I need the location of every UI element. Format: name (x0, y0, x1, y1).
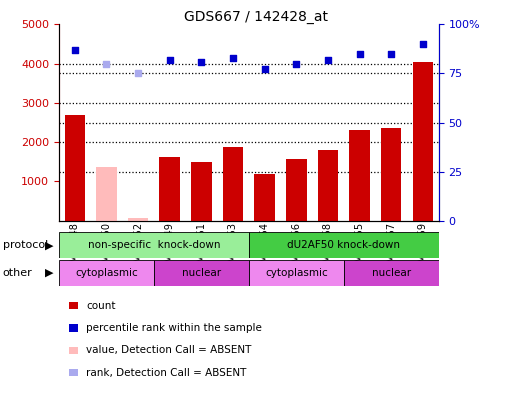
Bar (128, 217, 148, 221)
Text: non-specific  knock-down: non-specific knock-down (88, 240, 220, 250)
Text: nuclear: nuclear (371, 268, 411, 278)
Bar (254, 174, 275, 221)
Bar (223, 147, 243, 221)
Point (166, 56, 174, 63)
Text: cytoplasmic: cytoplasmic (265, 268, 328, 278)
Point (324, 56, 332, 63)
Text: ▶: ▶ (45, 268, 53, 278)
Bar (154, 260, 249, 286)
Text: GDS667 / 142428_at: GDS667 / 142428_at (185, 10, 328, 24)
Text: nuclear: nuclear (182, 268, 221, 278)
Bar (59, 260, 154, 286)
Text: value, Detection Call = ABSENT: value, Detection Call = ABSENT (86, 345, 251, 355)
Text: percentile rank within the sample: percentile rank within the sample (86, 323, 262, 333)
Bar (318, 150, 338, 221)
Point (134, 70, 142, 77)
Text: protocol: protocol (3, 240, 48, 250)
Bar (59, 232, 249, 258)
Bar (160, 157, 180, 221)
Bar (344, 260, 439, 286)
Text: dU2AF50 knock-down: dU2AF50 knock-down (287, 240, 400, 250)
Point (356, 51, 364, 57)
Bar (381, 128, 402, 221)
Text: rank, Detection Call = ABSENT: rank, Detection Call = ABSENT (86, 368, 247, 377)
Text: ▶: ▶ (45, 240, 53, 250)
Bar (65, 115, 85, 221)
Bar (286, 159, 307, 221)
Bar (191, 162, 212, 221)
Point (419, 41, 427, 47)
Point (71, 47, 79, 53)
Point (229, 54, 237, 61)
Point (261, 66, 269, 73)
Text: other: other (3, 268, 32, 278)
Point (102, 60, 110, 67)
Bar (96, 166, 117, 221)
Bar (412, 62, 433, 221)
Bar (249, 232, 439, 258)
Point (387, 51, 395, 57)
Point (292, 60, 300, 67)
Text: cytoplasmic: cytoplasmic (75, 268, 138, 278)
Text: count: count (86, 301, 116, 311)
Bar (349, 130, 370, 221)
Point (197, 58, 205, 65)
Bar (249, 260, 344, 286)
